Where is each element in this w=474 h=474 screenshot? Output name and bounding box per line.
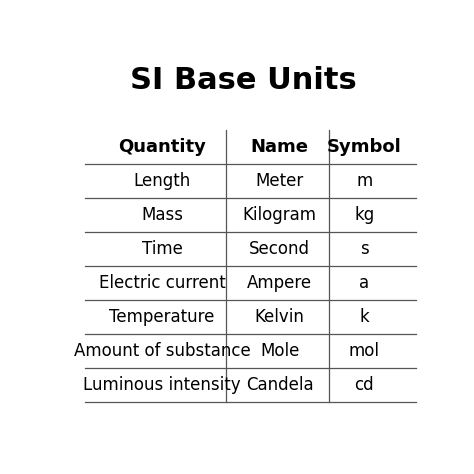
Text: kg: kg: [354, 206, 374, 224]
Text: Kilogram: Kilogram: [243, 206, 317, 224]
Text: Length: Length: [134, 172, 191, 190]
Text: a: a: [359, 274, 369, 292]
Text: Second: Second: [249, 240, 310, 258]
Text: Candela: Candela: [246, 376, 313, 394]
Text: Mole: Mole: [260, 342, 300, 360]
Text: m: m: [356, 172, 372, 190]
Text: Electric current: Electric current: [99, 274, 226, 292]
Text: Luminous intensity: Luminous intensity: [83, 376, 241, 394]
Text: Name: Name: [251, 138, 309, 156]
Text: mol: mol: [349, 342, 380, 360]
Text: Temperature: Temperature: [109, 308, 215, 326]
Text: Kelvin: Kelvin: [255, 308, 305, 326]
Text: cd: cd: [355, 376, 374, 394]
Text: Mass: Mass: [141, 206, 183, 224]
Text: Symbol: Symbol: [327, 138, 401, 156]
Text: Meter: Meter: [255, 172, 304, 190]
Text: Time: Time: [142, 240, 182, 258]
Text: SI Base Units: SI Base Units: [129, 66, 356, 95]
Text: k: k: [359, 308, 369, 326]
Text: s: s: [360, 240, 368, 258]
Text: Ampere: Ampere: [247, 274, 312, 292]
Text: Amount of substance: Amount of substance: [74, 342, 250, 360]
Text: Quantity: Quantity: [118, 138, 206, 156]
